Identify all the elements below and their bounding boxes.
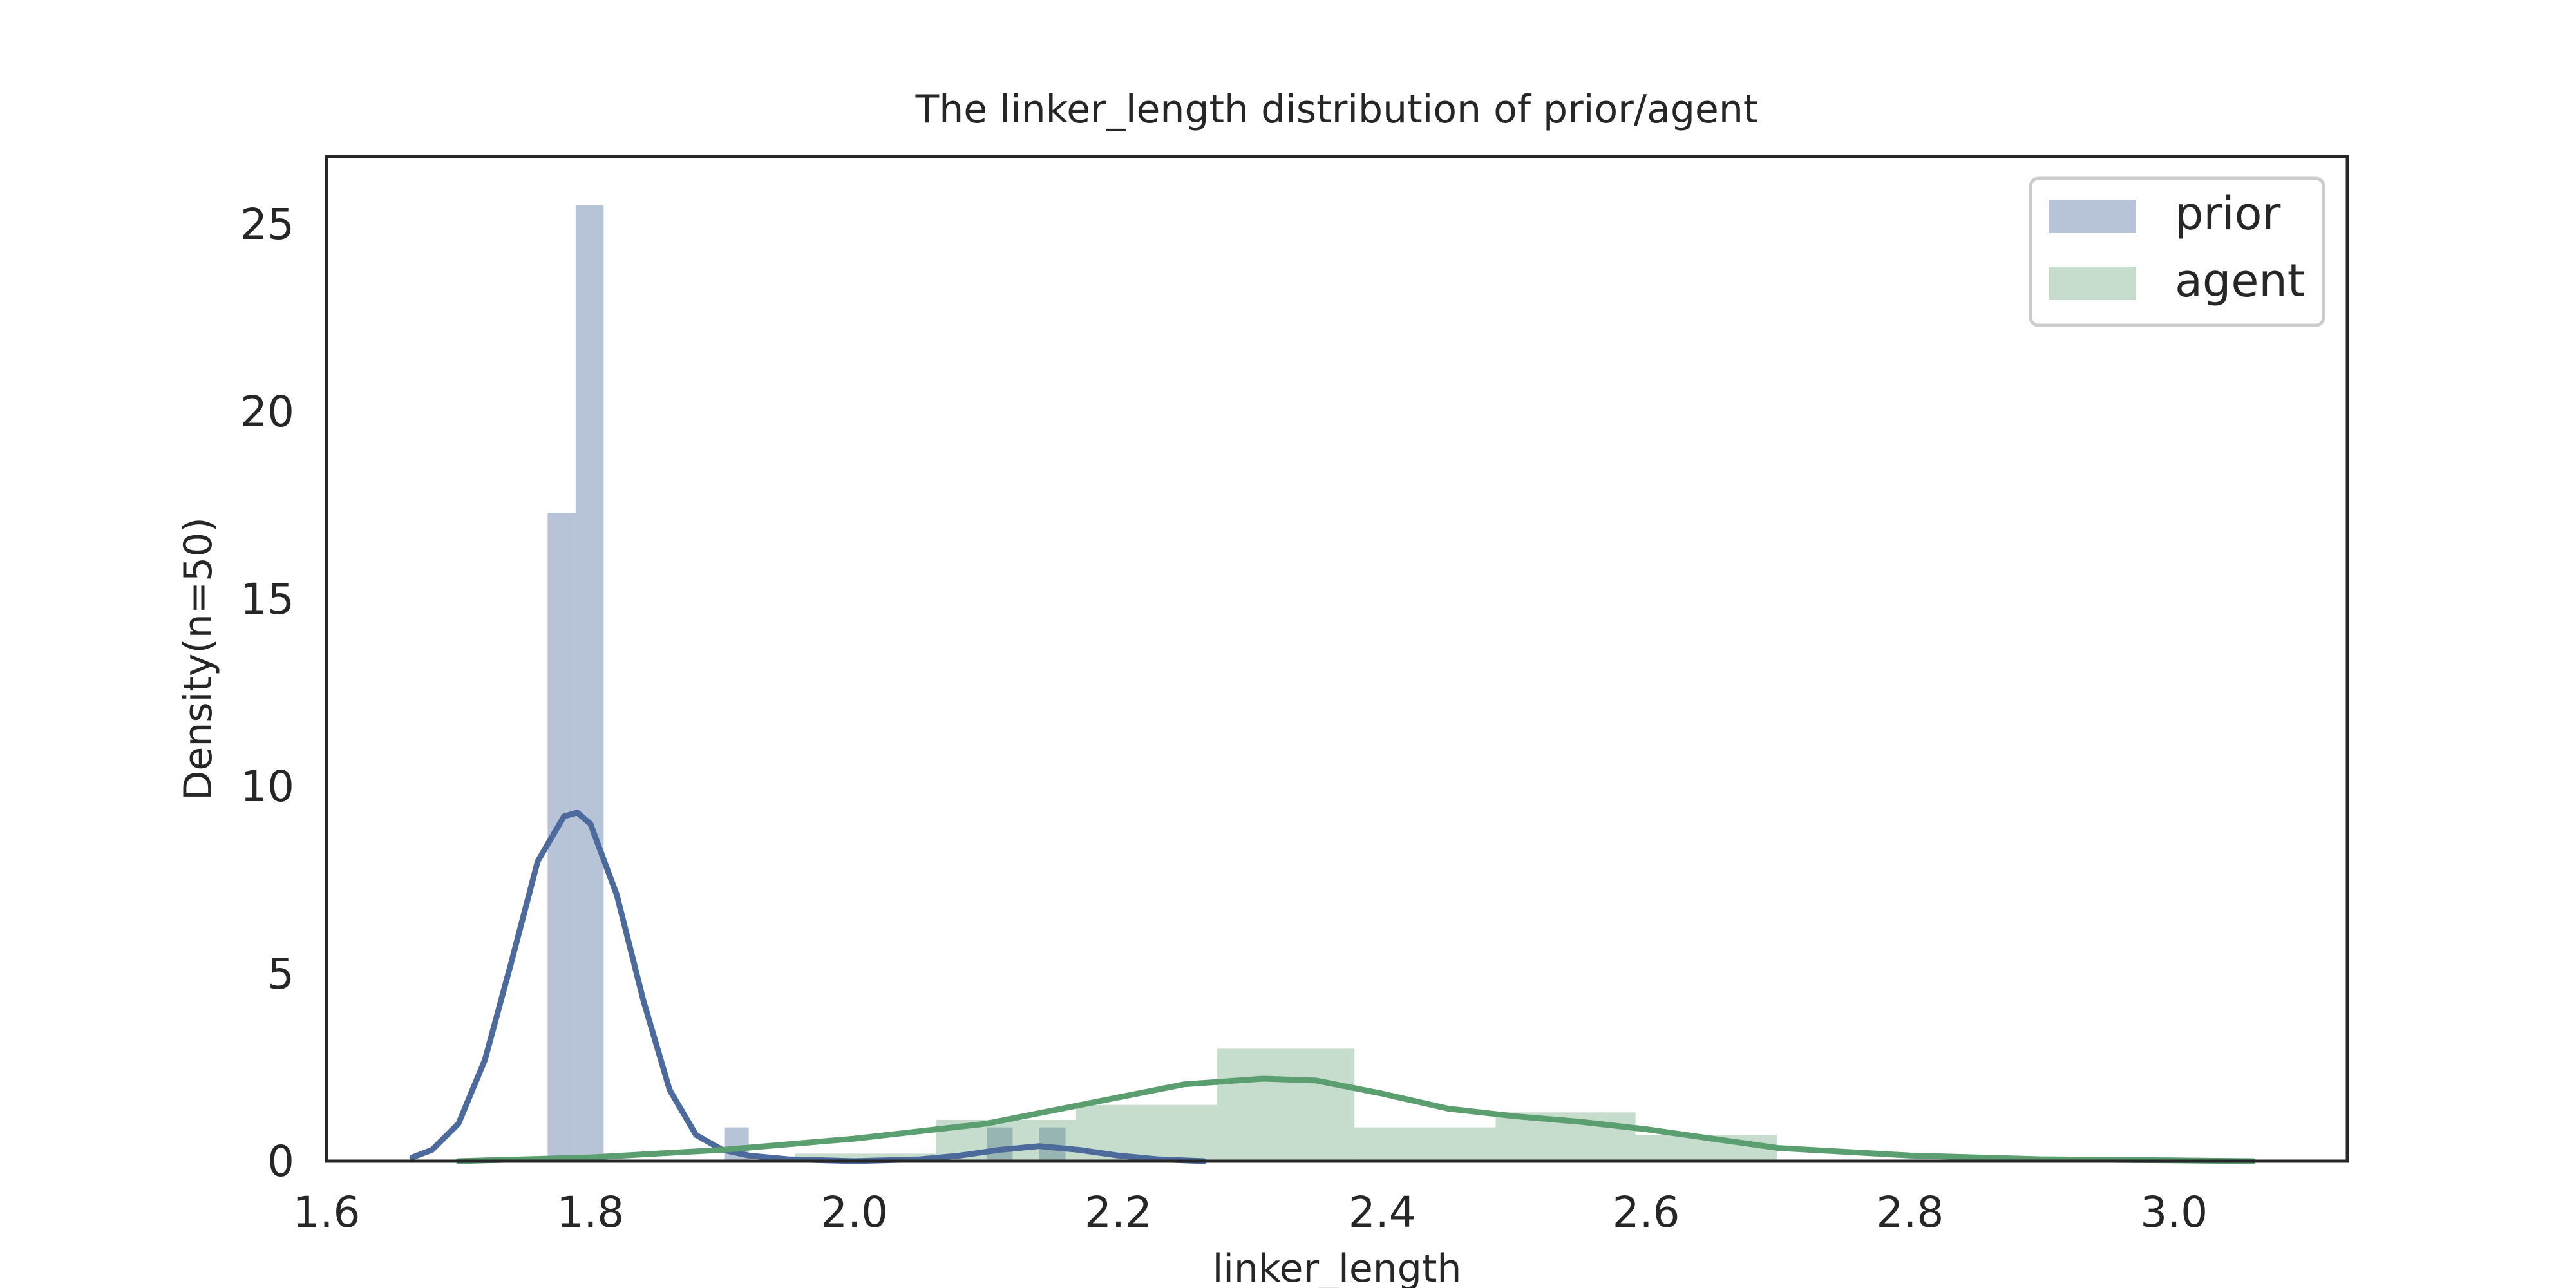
bar-agent-4 — [1354, 1127, 1496, 1161]
y-axis: 0 5 10 15 20 25 — [240, 200, 294, 1186]
series-prior-bars — [547, 205, 1066, 1161]
legend-label-agent: agent — [2175, 254, 2305, 307]
plot-area — [409, 205, 2257, 1164]
x-axis: 1.6 1.8 2.0 2.2 2.4 2.6 2.8 3.0 — [293, 1188, 2208, 1237]
bar-prior-3 — [987, 1127, 1013, 1161]
x-tick-label: 2.4 — [1349, 1188, 1416, 1237]
chart-title: The linker_length distribution of prior/… — [915, 87, 1759, 132]
legend-frame — [2029, 176, 2325, 327]
x-tick-label: 2.0 — [820, 1188, 888, 1237]
x-tick-label: 2.8 — [1876, 1188, 1944, 1237]
y-tick-label: 25 — [240, 200, 294, 249]
y-tick-label: 5 — [267, 949, 294, 999]
y-tick-label: 10 — [240, 762, 294, 811]
legend-label-prior: prior — [2175, 187, 2280, 240]
plot-frame — [325, 155, 2349, 1163]
legend-swatch-prior — [2049, 200, 2136, 233]
y-tick-label: 0 — [267, 1137, 294, 1186]
x-tick-label: 2.6 — [1613, 1188, 1680, 1237]
kde-line-agent — [455, 1075, 2257, 1164]
y-tick-label: 15 — [240, 574, 294, 624]
x-tick-label: 2.2 — [1084, 1188, 1152, 1237]
bar-agent-0 — [795, 1153, 936, 1161]
kde-line-prior — [409, 810, 1208, 1164]
x-tick-label: 1.6 — [293, 1188, 361, 1237]
bar-agent-3 — [1217, 1048, 1355, 1161]
x-tick-label: 1.8 — [556, 1188, 624, 1237]
series-agent-bars — [795, 1048, 1777, 1161]
bar-prior-1 — [575, 205, 604, 1161]
y-axis-label: Density(n=50) — [176, 517, 221, 800]
legend: prior agent — [2029, 176, 2325, 327]
y-tick-label: 20 — [240, 387, 294, 437]
x-axis-label: linker_length — [1213, 1246, 1462, 1288]
x-tick-label: 3.0 — [2140, 1188, 2208, 1237]
legend-swatch-agent — [2049, 267, 2136, 300]
